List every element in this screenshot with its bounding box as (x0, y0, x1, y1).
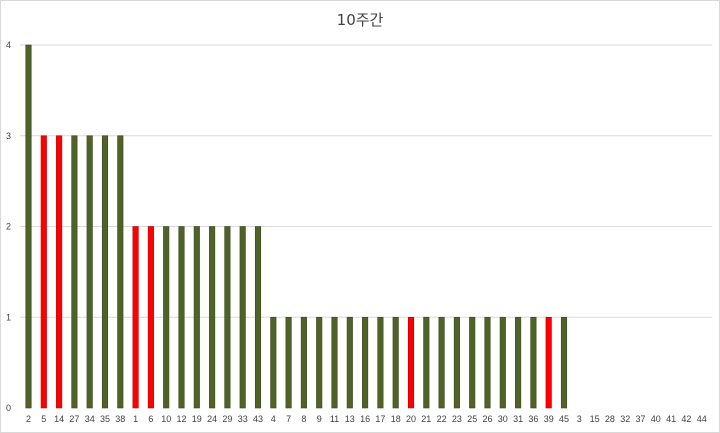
bar-7 (285, 316, 292, 409)
bar-4 (270, 316, 277, 409)
bar-31 (515, 316, 522, 409)
x-tick-label: 11 (330, 414, 339, 424)
x-axis-ticks: 2 5 14 27 34 35 38 1 6 10 12 19 24 29 33 43 4 7 8 9 11 13 16 17… (26, 414, 707, 424)
x-tick-label: 6 (148, 414, 153, 424)
bar-6 (147, 226, 154, 409)
x-tick-label: 44 (697, 414, 707, 424)
x-tick-label: 37 (635, 414, 645, 424)
x-tick-label: 19 (192, 414, 202, 424)
x-tick-label: 22 (437, 414, 447, 424)
y-tick-label: 4 (6, 40, 11, 50)
x-tick-label: 4 (271, 414, 276, 424)
x-tick-label: 25 (467, 414, 477, 424)
x-tick-label: 40 (651, 414, 661, 424)
x-tick-label: 45 (559, 414, 569, 424)
x-tick-label: 32 (620, 414, 630, 424)
x-tick-label: 26 (482, 414, 492, 424)
x-tick-label: 10 (161, 414, 171, 424)
bar-27 (71, 135, 78, 409)
x-tick-label: 39 (544, 414, 554, 424)
y-tick-label: 2 (6, 222, 11, 232)
bar-20 (407, 316, 415, 409)
bar-14 (56, 135, 63, 409)
x-tick-label: 34 (85, 414, 95, 424)
x-tick-label: 7 (286, 414, 291, 424)
bar-45 (560, 316, 568, 409)
x-tick-label: 24 (207, 414, 217, 424)
gridlines (20, 44, 712, 318)
bar-29 (224, 226, 231, 409)
chart-title: 10주간 (336, 11, 384, 29)
bar-22 (438, 316, 445, 409)
y-axis-ticks: 0 1 2 3 4 (6, 40, 11, 413)
bar-36 (530, 316, 537, 409)
bar-17 (377, 316, 384, 409)
x-tick-label: 15 (590, 414, 600, 424)
x-tick-label: 35 (100, 414, 110, 424)
x-tick-label: 1 (133, 414, 138, 424)
x-tick-label: 30 (498, 414, 508, 424)
x-tick-label: 29 (222, 414, 232, 424)
x-tick-label: 31 (513, 414, 523, 424)
bar-30 (499, 316, 506, 409)
x-tick-label: 14 (54, 414, 64, 424)
bar-11 (331, 316, 338, 409)
bar-35 (101, 135, 109, 409)
x-tick-label: 23 (452, 414, 462, 424)
bar-21 (423, 316, 430, 409)
bar-16 (362, 316, 369, 409)
x-tick-label: 8 (301, 414, 306, 424)
bar-2 (25, 44, 32, 409)
x-tick-label: 17 (375, 414, 385, 424)
bar-10 (163, 226, 170, 409)
bar-8 (300, 316, 307, 409)
bar-1 (132, 226, 139, 409)
y-tick-label: 0 (6, 403, 11, 413)
x-tick-label: 42 (681, 414, 691, 424)
x-tick-label: 33 (238, 414, 248, 424)
bar-9 (316, 316, 323, 409)
bar-12 (178, 226, 185, 409)
bar-33 (239, 226, 246, 409)
x-tick-label: 21 (421, 414, 431, 424)
x-tick-label: 36 (528, 414, 538, 424)
bar-38 (117, 135, 124, 409)
x-tick-label: 38 (115, 414, 125, 424)
bar-23 (453, 316, 460, 409)
bar-18 (392, 316, 399, 409)
bar-24 (209, 226, 216, 409)
x-tick-label: 5 (41, 414, 46, 424)
x-tick-label: 28 (605, 414, 615, 424)
x-tick-label: 9 (317, 414, 322, 424)
bar-43 (254, 226, 262, 409)
x-tick-label: 18 (391, 414, 401, 424)
x-tick-label: 41 (666, 414, 676, 424)
bar-5 (40, 135, 47, 409)
bar-13 (346, 316, 353, 409)
x-tick-label: 43 (253, 414, 263, 424)
bar-25 (469, 316, 476, 409)
bar-19 (193, 226, 200, 409)
y-tick-label: 3 (6, 131, 11, 141)
x-tick-label: 3 (577, 414, 582, 424)
bar-39 (545, 316, 552, 409)
x-tick-label: 13 (345, 414, 355, 424)
bar-34 (86, 135, 93, 409)
bar-26 (484, 316, 491, 409)
x-tick-label: 20 (406, 414, 416, 424)
x-tick-label: 27 (69, 414, 79, 424)
x-tick-label: 12 (176, 414, 186, 424)
bars (25, 44, 568, 409)
x-tick-label: 2 (26, 414, 31, 424)
y-tick-label: 1 (6, 312, 11, 322)
x-tick-label: 16 (360, 414, 370, 424)
